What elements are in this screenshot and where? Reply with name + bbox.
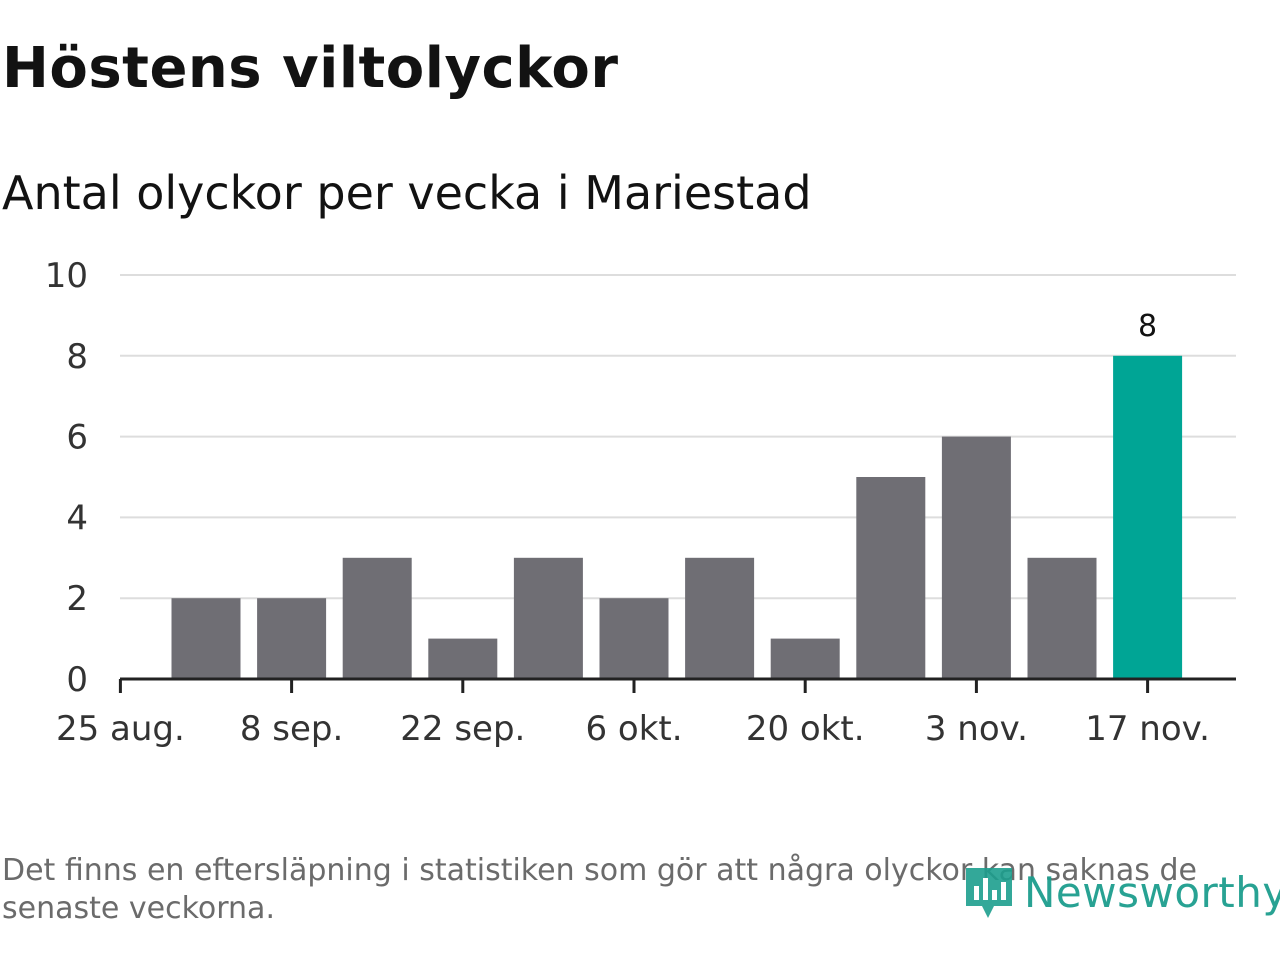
chart-subtitle: Antal olyckor per vecka i Mariestad	[2, 166, 812, 220]
bar	[428, 638, 498, 679]
newsworthy-logo: Newsworthy	[962, 862, 1280, 922]
y-tick-label: 4	[66, 498, 88, 538]
bar	[257, 598, 327, 679]
bar	[1027, 557, 1097, 679]
bar	[342, 557, 412, 679]
x-axis: 25 aug. 8 sep. 22 sep. 6 okt. 20 okt. 3 nov. 1…	[56, 677, 1236, 749]
bar	[856, 477, 926, 679]
chart-title: Höstens viltolyckor	[2, 36, 619, 101]
bar-chart: 0 2 4 6 8 10 25 aug. 8 sep. 22 sep. 6 okt. 20 okt…	[45, 256, 1236, 749]
bar	[1113, 355, 1183, 679]
y-axis: 0 2 4 6 8 10	[45, 256, 88, 700]
bar	[941, 436, 1011, 679]
newsworthy-logo-text: Newsworthy	[1024, 867, 1280, 917]
newsworthy-logo-icon	[966, 868, 1012, 918]
data-labels: 8	[1138, 309, 1157, 344]
x-tick-label: 25 aug.	[56, 709, 185, 749]
y-tick-label: 8	[66, 337, 88, 377]
grid-lines	[120, 274, 1236, 600]
y-tick-label: 2	[66, 579, 88, 619]
y-tick-label: 10	[45, 256, 88, 296]
bar	[171, 598, 241, 679]
bar	[599, 598, 669, 679]
x-tick-label: 3 nov.	[925, 709, 1028, 749]
bar-value-label: 8	[1138, 309, 1157, 344]
bars	[171, 355, 1183, 679]
y-tick-label: 0	[66, 660, 88, 700]
bar	[513, 557, 583, 679]
bar	[685, 557, 755, 679]
x-tick-label: 20 okt.	[746, 709, 865, 749]
y-tick-label: 6	[66, 418, 88, 458]
x-tick-label: 6 okt.	[585, 709, 682, 749]
x-tick-label: 17 nov.	[1085, 709, 1210, 749]
bar	[770, 638, 840, 679]
x-tick-label: 22 sep.	[400, 709, 525, 749]
x-tick-label: 8 sep.	[240, 709, 343, 749]
